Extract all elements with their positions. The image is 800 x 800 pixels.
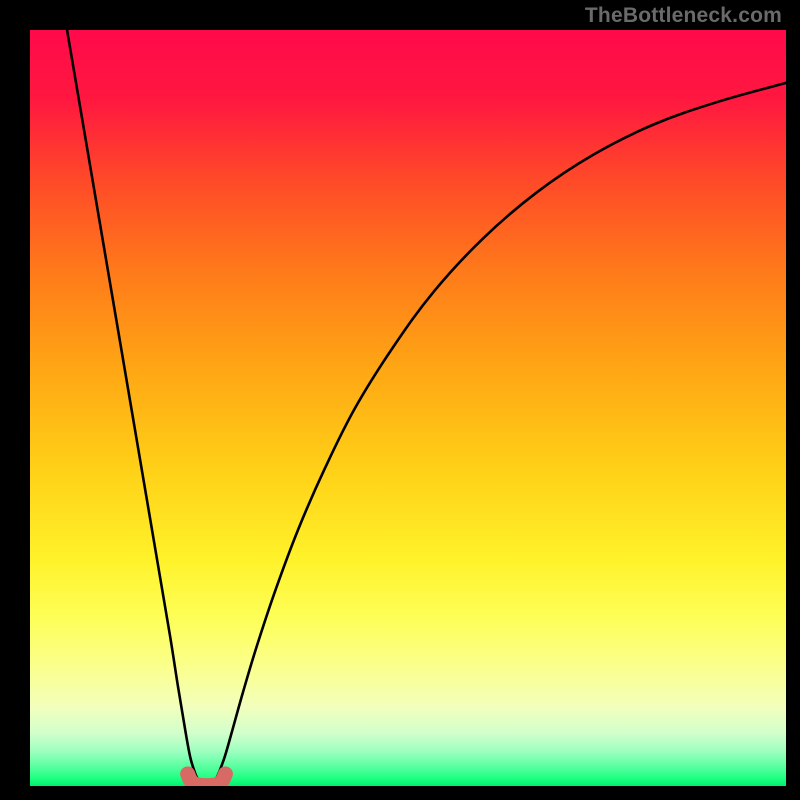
chart-page: TheBottleneck.com: [0, 0, 800, 800]
plot-background: [30, 30, 786, 786]
plot-area: [30, 30, 786, 786]
watermark-text: TheBottleneck.com: [585, 4, 782, 28]
plot-svg: [30, 30, 786, 786]
